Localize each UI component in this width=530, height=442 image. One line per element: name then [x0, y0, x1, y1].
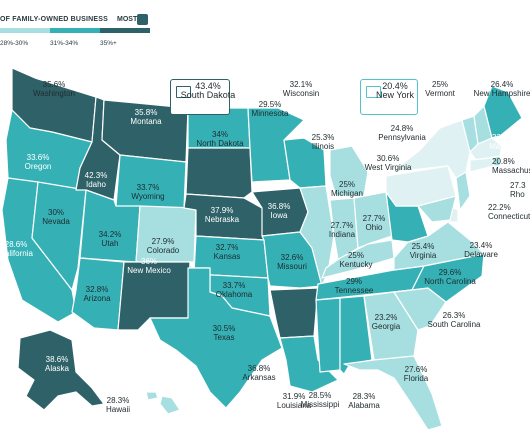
- label-arkansas: 36.8% Arkansas: [242, 364, 276, 382]
- label-montana: 35.8% Montana: [130, 108, 162, 126]
- label-new-hampshire: 26.4% New Hampshire: [473, 80, 530, 98]
- state-south-dakota: [185, 147, 253, 199]
- label-rhode-island: 27.3 Rho: [510, 181, 526, 199]
- map-badge-icon: [137, 14, 148, 25]
- label-louisiana: 31.9% Louisiana: [276, 392, 312, 410]
- legend-title: OF FAMILY-OWNED BUSINESS: [0, 16, 108, 23]
- label-pennsylvania: 24.8% Pennsylvania: [378, 124, 426, 142]
- legend-most-label: MOST: [117, 16, 138, 23]
- state-arkansas: [269, 287, 319, 339]
- label-north-carolina: 29.6% North Carolina: [424, 268, 476, 286]
- label-colorado: 27.9% Colorado: [146, 237, 180, 255]
- label-oregon: 33.6% Oregon: [24, 153, 52, 171]
- label-wyoming: 33.7% Wyoming: [131, 183, 165, 201]
- label-illinois: 25.3% Illinois: [311, 133, 335, 151]
- legend-range-low: 28%-30%: [0, 40, 29, 47]
- label-minnesota: 29.5% Minnesota: [251, 100, 289, 118]
- label-arizona: 32.8% Arizona: [83, 285, 111, 303]
- label-wisconsin: 32.1% Wisconsin: [282, 80, 320, 98]
- label-delaware: 23.4% Delaware: [464, 241, 498, 259]
- label-maine: 33% Maine: [489, 133, 511, 151]
- legend-swatch-low: [0, 28, 50, 33]
- label-california: 28.6% California: [0, 240, 33, 258]
- label-georgia: 23.2% Georgia: [371, 313, 401, 331]
- state-florida: [343, 355, 443, 431]
- state-connecticut: [469, 157, 495, 173]
- label-tennessee: 29% Tennessee: [334, 277, 374, 295]
- label-alabama: 28.3% Alabama: [348, 392, 380, 410]
- label-washington: 35.6% Washington: [33, 80, 75, 98]
- state-texas: [149, 267, 283, 409]
- label-massachusetts: 20.8%Massachusetts: [492, 157, 530, 175]
- map-badge-icon: [366, 86, 381, 98]
- legend-color-bar: [0, 28, 150, 33]
- label-north-dakota: 34% North Dakota: [196, 130, 244, 148]
- label-new-mexico: 36% New Mexico: [127, 257, 171, 275]
- state-alaska: [17, 329, 105, 411]
- state-maryland: [417, 195, 457, 223]
- label-ohio: 27.7% Ohio: [362, 214, 386, 232]
- label-south-carolina: 26.3% South Carolina: [427, 311, 481, 329]
- label-new-york: 20.4% New York: [375, 81, 415, 100]
- label-hawaii: 28.3% Hawaii: [105, 396, 131, 414]
- label-iowa: 36.8% Iowa: [267, 202, 291, 220]
- state-hawaii-1: [145, 391, 159, 401]
- legend: OF FAMILY-OWNED BUSINESS MOST 28%-30% 31…: [0, 0, 152, 50]
- label-kansas: 32.7% Kansas: [213, 243, 241, 261]
- label-south-dakota: 43.4% South Dakota: [180, 81, 236, 100]
- legend-range-mid: 31%-34%: [50, 40, 79, 47]
- state-mississippi: [315, 297, 341, 373]
- label-virginia: 25.4% Virginia: [409, 242, 437, 260]
- legend-swatch-high: [100, 28, 150, 33]
- label-missouri: 32.6% Missouri: [277, 253, 307, 271]
- legend-swatch-mid: [50, 28, 100, 33]
- state-hawaii-2: [159, 395, 181, 415]
- label-kentucky: 25% Kentucky: [339, 251, 373, 269]
- legend-range-high: 35%+: [100, 40, 117, 47]
- label-vermont: 25% Vermont: [425, 80, 455, 98]
- label-indiana: 27.7% Indiana: [328, 221, 356, 239]
- label-alaska: 38.6% Alaska: [44, 355, 70, 373]
- label-connecticut: 22.2% Connecticut: [488, 203, 530, 221]
- map-badge-icon: [176, 86, 191, 98]
- state-louisiana: [279, 335, 339, 393]
- state-kentucky: [321, 239, 395, 279]
- label-michigan: 25% Michigan: [330, 180, 364, 198]
- label-west-virginia: 30.6% West Virginia: [364, 154, 412, 172]
- label-idaho: 42.3% Idaho: [84, 171, 108, 189]
- state-colorado: [135, 205, 197, 263]
- label-mississippi: 28.5% Mississippi: [300, 391, 340, 409]
- label-texas: 30.5% Texas: [212, 324, 236, 342]
- label-nebraska: 37.9% Nebraska: [204, 206, 240, 224]
- state-ohio: [353, 191, 393, 249]
- label-utah: 34.2% Utah: [98, 230, 122, 248]
- label-oklahoma: 33.7% Oklahoma: [215, 281, 253, 299]
- state-new-jersey: [455, 171, 471, 211]
- label-nevada: 30% Nevada: [42, 208, 70, 226]
- label-florida: 27.6% Florida: [403, 365, 429, 383]
